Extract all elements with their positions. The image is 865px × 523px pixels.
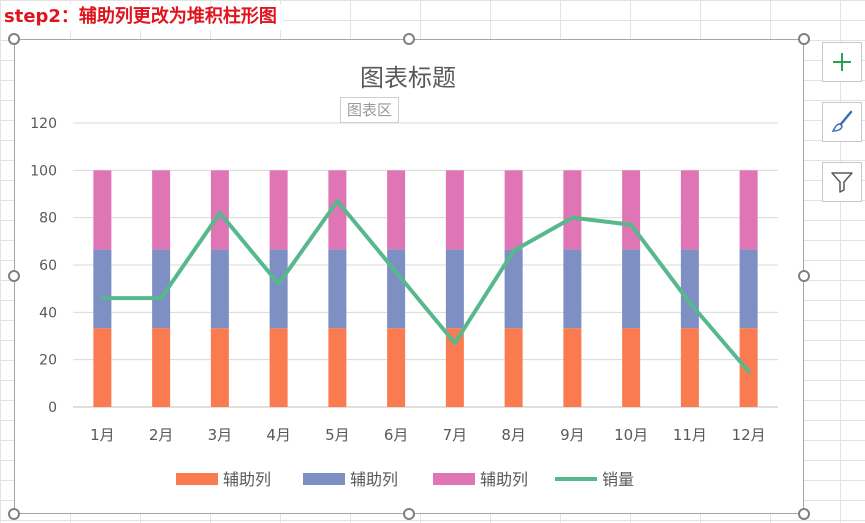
resize-handle-right[interactable] <box>798 270 810 282</box>
resize-handle-bottom-right[interactable] <box>798 508 810 520</box>
resize-handle-top-left[interactable] <box>8 33 20 45</box>
resize-handle-top-right[interactable] <box>798 33 810 45</box>
plus-icon <box>833 53 851 71</box>
filter-icon <box>831 172 853 193</box>
step-title: step2：辅助列更改为堆积柱形图 <box>4 4 283 30</box>
chart-area[interactable] <box>14 39 804 514</box>
chart-filters-button[interactable] <box>822 162 862 202</box>
resize-handle-top[interactable] <box>403 33 415 45</box>
chart-elements-button[interactable] <box>822 42 862 82</box>
chart-area-tooltip: 图表区 <box>340 97 400 123</box>
resize-handle-left[interactable] <box>8 270 20 282</box>
brush-icon <box>831 110 853 132</box>
resize-handle-bottom-left[interactable] <box>8 508 20 520</box>
resize-handle-bottom[interactable] <box>403 508 415 520</box>
chart-styles-button[interactable] <box>822 102 862 142</box>
